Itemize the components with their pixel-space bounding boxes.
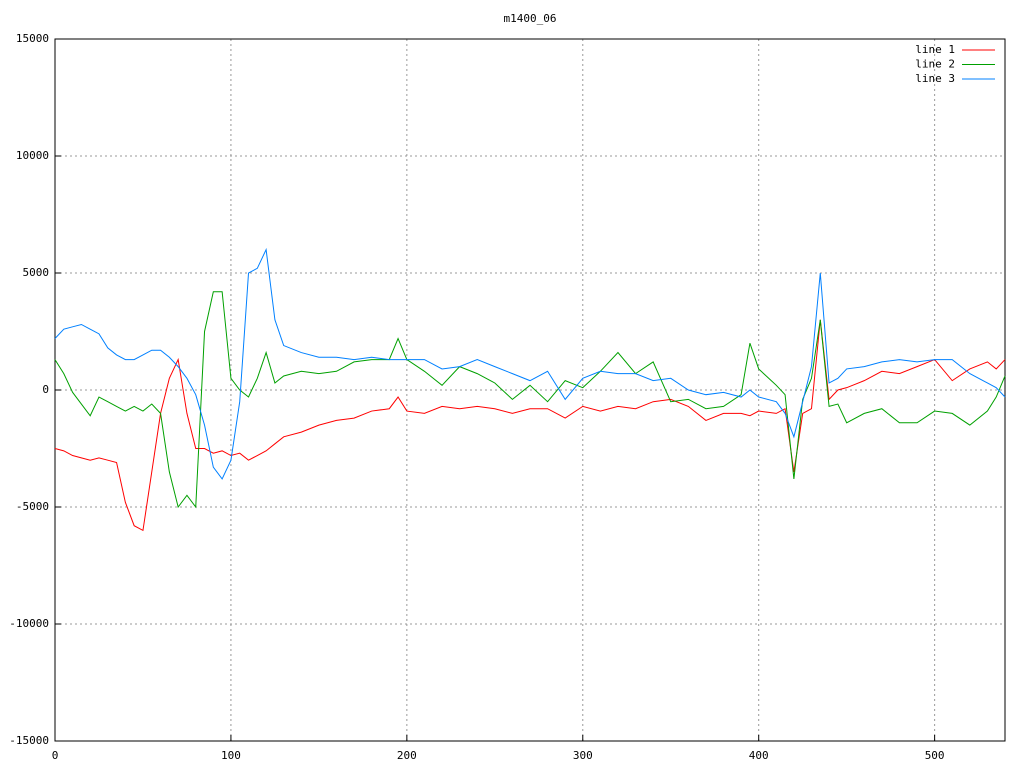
y-tick-label: 15000 <box>16 32 49 45</box>
y-tick-label: 5000 <box>23 266 50 279</box>
y-tick-label: 10000 <box>16 149 49 162</box>
legend-label: line 3 <box>915 72 955 85</box>
x-tick-label: 500 <box>925 749 945 762</box>
chart-title: m1400_06 <box>504 12 557 25</box>
y-tick-label: -5000 <box>16 500 49 513</box>
x-tick-label: 0 <box>52 749 59 762</box>
plot-frame <box>54 38 1006 742</box>
x-tick-label: 300 <box>573 749 593 762</box>
x-tick-label: 200 <box>397 749 417 762</box>
y-tick-label: -10000 <box>9 617 49 630</box>
legend-label: line 1 <box>915 43 955 56</box>
legend-label: line 2 <box>915 58 955 71</box>
y-tick-label: -15000 <box>9 734 49 747</box>
series-line <box>54 247 1006 480</box>
x-tick-label: 100 <box>221 749 241 762</box>
x-tick-label: 400 <box>749 749 769 762</box>
y-tick-label: 0 <box>42 383 49 396</box>
